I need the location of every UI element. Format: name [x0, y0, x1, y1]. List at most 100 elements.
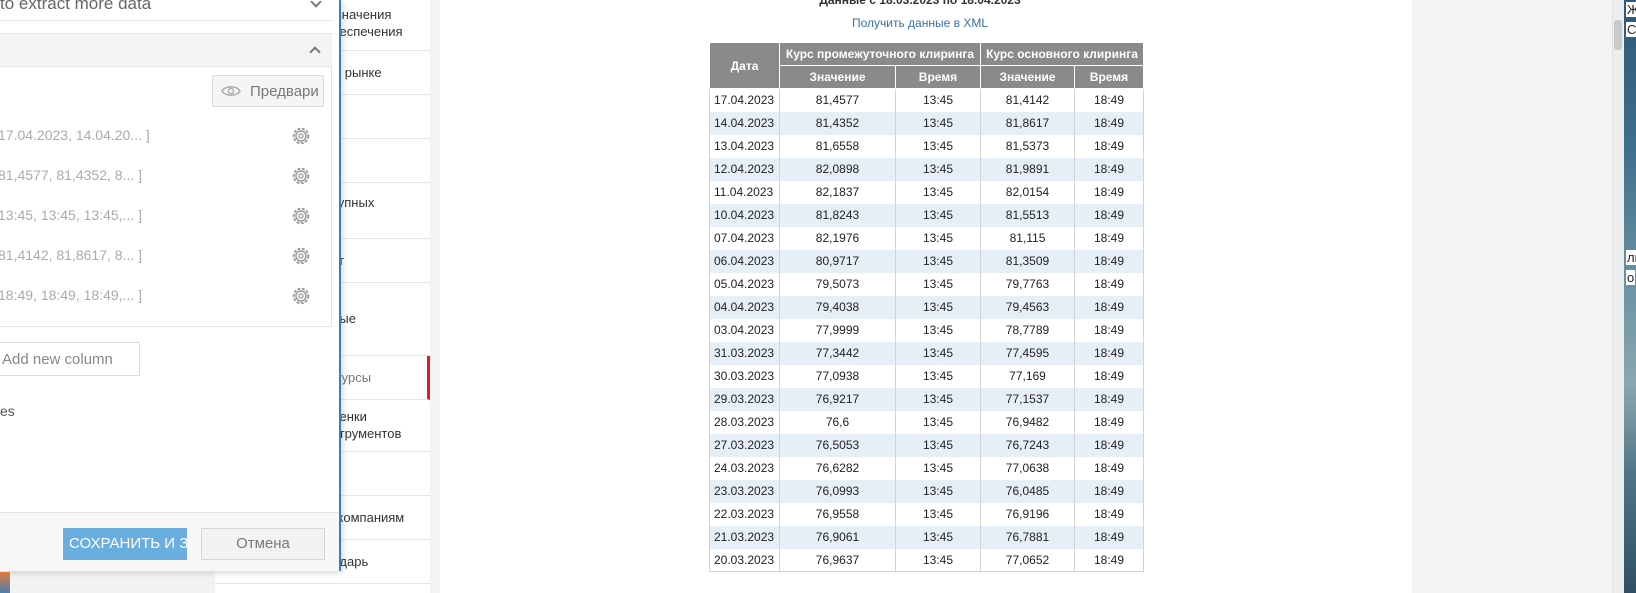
cell-intermediate-value: 79,5073	[779, 272, 896, 296]
cell-intermediate-value: 82,1837	[779, 180, 896, 204]
cell-intermediate-value: 82,1976	[779, 226, 896, 250]
gear-icon[interactable]	[290, 125, 312, 147]
cell-intermediate-value: 77,0938	[779, 364, 896, 388]
save-button-label: СОХРАНИТЬ И З	[69, 535, 187, 552]
cell-intermediate-time: 13:45	[895, 203, 981, 227]
cell-intermediate-time: 13:45	[895, 548, 981, 572]
cell-main-time: 18:49	[1074, 180, 1144, 204]
cell-intermediate-time: 13:45	[895, 364, 981, 388]
clearing-rates-table: Дата Курс промежуточного клиринга Курс о…	[709, 42, 1144, 572]
cell-intermediate-value: 76,0993	[779, 479, 896, 503]
add-column-label: Add new column	[2, 351, 113, 368]
cell-intermediate-time: 13:45	[895, 525, 981, 549]
page-scrollbar-thumb[interactable]	[1614, 20, 1622, 50]
table-row: 29.03.2023 76,9217 13:45 77,1537 18:49	[709, 387, 1144, 411]
preview-button-label: Предвари	[250, 83, 319, 100]
cell-intermediate-value: 76,6	[779, 410, 896, 434]
divider	[0, 20, 332, 21]
cell-date: 13.04.2023	[709, 134, 780, 158]
table-row: 28.03.2023 76,6 13:45 76,9482 18:49	[709, 410, 1144, 434]
cell-date: 05.04.2023	[709, 272, 780, 296]
column-preview: 17.04.2023, 14.04.20... ]	[0, 127, 150, 143]
cell-intermediate-value: 81,8243	[779, 203, 896, 227]
cell-main-time: 18:49	[1074, 157, 1144, 181]
cell-date: 17.04.2023	[709, 88, 780, 112]
cell-main-time: 18:49	[1074, 364, 1144, 388]
cell-main-value: 76,9482	[980, 410, 1075, 434]
gear-icon[interactable]	[290, 165, 312, 187]
cell-main-time: 18:49	[1074, 111, 1144, 135]
cell-main-value: 77,0638	[980, 456, 1075, 480]
cell-intermediate-time: 13:45	[895, 387, 981, 411]
eye-icon	[221, 86, 241, 96]
cell-main-time: 18:49	[1074, 479, 1144, 503]
cell-main-value: 81,3509	[980, 249, 1075, 273]
preview-button[interactable]: Предвари	[212, 75, 324, 107]
data-extraction-panel: to extract more data Предвари 17.04.2023…	[0, 0, 341, 571]
cell-date: 21.03.2023	[709, 525, 780, 549]
cell-date: 11.04.2023	[709, 180, 780, 204]
cell-main-time: 18:49	[1074, 226, 1144, 250]
chevron-up-icon[interactable]	[309, 46, 321, 58]
header-intermediate-clearing: Курс промежуточного клиринга	[779, 42, 981, 66]
header-time: Время	[895, 65, 981, 89]
columns-section-header[interactable]	[0, 33, 332, 67]
table-row: 03.04.2023 77,9999 13:45 78,7789 18:49	[709, 318, 1144, 342]
cell-date: 10.04.2023	[709, 203, 780, 227]
cell-intermediate-time: 13:45	[895, 134, 981, 158]
xml-download-link[interactable]: Получить данные в XML	[851, 16, 989, 30]
table-row: 24.03.2023 76,6282 13:45 77,0638 18:49	[709, 456, 1144, 480]
add-column-button[interactable]: Add new column	[0, 342, 140, 376]
gear-icon[interactable]	[290, 285, 312, 307]
cell-intermediate-time: 13:45	[895, 433, 981, 457]
table-row: 17.04.2023 81,4577 13:45 81,4142 18:49	[709, 88, 1144, 112]
desktop-wallpaper-strip	[1624, 0, 1636, 593]
column-row-date: 17.04.2023, 14.04.20... ]	[0, 116, 330, 156]
cell-date: 27.03.2023	[709, 433, 780, 457]
cell-intermediate-value: 77,9999	[779, 318, 896, 342]
cell-intermediate-time: 13:45	[895, 318, 981, 342]
page-scrollbar[interactable]	[1612, 0, 1624, 593]
column-preview: 18:49, 18:49, 18:49,... ]	[0, 287, 142, 303]
gear-icon[interactable]	[290, 245, 312, 267]
cell-date: 24.03.2023	[709, 456, 780, 480]
cell-main-time: 18:49	[1074, 203, 1144, 227]
gear-icon[interactable]	[290, 205, 312, 227]
chevron-down-icon[interactable]	[310, 0, 322, 8]
table-row: 14.04.2023 81,4352 13:45 81,8617 18:49	[709, 111, 1144, 135]
table-row: 21.03.2023 76,9061 13:45 76,7881 18:49	[709, 525, 1144, 549]
table-row: 27.03.2023 76,5053 13:45 76,7243 18:49	[709, 433, 1144, 457]
cell-main-time: 18:49	[1074, 456, 1144, 480]
cell-date: 28.03.2023	[709, 410, 780, 434]
cell-main-time: 18:49	[1074, 295, 1144, 319]
header-date: Дата	[709, 42, 780, 89]
cell-intermediate-value: 80,9717	[779, 249, 896, 273]
table-row: 05.04.2023 79,5073 13:45 79,7763 18:49	[709, 272, 1144, 296]
table-row: 23.03.2023 76,0993 13:45 76,0485 18:49	[709, 479, 1144, 503]
cell-intermediate-time: 13:45	[895, 295, 981, 319]
cell-main-value: 81,9891	[980, 157, 1075, 181]
cell-main-value: 76,7881	[980, 525, 1075, 549]
cancel-button[interactable]: Отмена	[201, 528, 325, 560]
cell-date: 03.04.2023	[709, 318, 780, 342]
table-body: 17.04.2023 81,4577 13:45 81,4142 18:49 14.04.…	[709, 88, 1144, 572]
save-and-extract-button[interactable]: СОХРАНИТЬ И З	[63, 528, 187, 560]
table-row: 06.04.2023 80,9717 13:45 81,3509 18:49	[709, 249, 1144, 273]
cell-date: 14.04.2023	[709, 111, 780, 135]
cell-main-time: 18:49	[1074, 318, 1144, 342]
nav-item-label-2: обеспечения	[325, 24, 403, 39]
cell-main-value: 81,8617	[980, 111, 1075, 135]
header-value: Значение	[980, 65, 1075, 89]
cell-intermediate-value: 79,4038	[779, 295, 896, 319]
nav-item-label: м компаниям	[325, 510, 405, 525]
table-row: 04.04.2023 79,4038 13:45 79,4563 18:49	[709, 295, 1144, 319]
cell-main-value: 82,0154	[980, 180, 1075, 204]
column-preview: 81,4577, 81,4352, 8... ]	[0, 167, 143, 183]
table-row: 22.03.2023 76,9558 13:45 76,9196 18:49	[709, 502, 1144, 526]
cell-intermediate-time: 13:45	[895, 157, 981, 181]
section-border	[331, 67, 332, 327]
table-row: 10.04.2023 81,8243 13:45 81,5513 18:49	[709, 203, 1144, 227]
cell-date: 07.04.2023	[709, 226, 780, 250]
cell-intermediate-time: 13:45	[895, 180, 981, 204]
cell-date: 29.03.2023	[709, 387, 780, 411]
